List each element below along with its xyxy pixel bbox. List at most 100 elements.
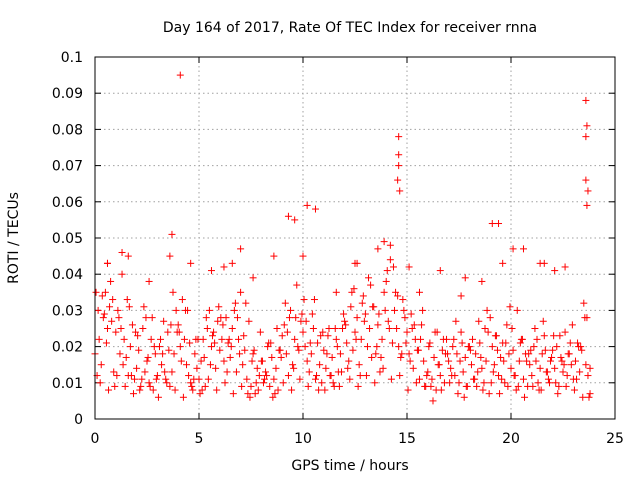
data-point bbox=[207, 343, 215, 351]
data-point bbox=[340, 310, 348, 318]
data-point bbox=[167, 321, 175, 329]
data-point bbox=[395, 343, 403, 351]
data-point bbox=[304, 382, 312, 390]
data-point bbox=[503, 321, 511, 329]
data-point bbox=[218, 335, 226, 343]
data-point bbox=[433, 328, 441, 336]
data-point bbox=[518, 335, 526, 343]
data-point bbox=[249, 350, 257, 358]
data-point bbox=[212, 364, 220, 372]
data-point bbox=[380, 288, 388, 296]
data-point bbox=[200, 353, 208, 361]
data-point bbox=[209, 332, 217, 340]
data-point bbox=[571, 357, 579, 365]
data-point bbox=[327, 372, 335, 380]
data-point bbox=[456, 357, 464, 365]
data-point bbox=[255, 372, 263, 380]
data-point bbox=[238, 382, 246, 390]
data-point bbox=[158, 361, 166, 369]
data-point bbox=[220, 357, 228, 365]
data-point bbox=[305, 368, 313, 376]
data-point bbox=[178, 296, 186, 304]
data-point bbox=[464, 343, 472, 351]
data-point bbox=[414, 346, 422, 354]
x-tick-label: 5 bbox=[195, 431, 204, 447]
data-point bbox=[380, 238, 388, 246]
y-tick-label: 0.08 bbox=[52, 122, 83, 138]
data-point bbox=[376, 368, 384, 376]
data-point bbox=[109, 296, 117, 304]
data-point bbox=[350, 285, 358, 293]
data-point bbox=[270, 252, 278, 260]
data-point bbox=[392, 288, 400, 296]
data-point bbox=[268, 353, 276, 361]
data-point bbox=[311, 205, 319, 213]
data-point bbox=[551, 364, 559, 372]
data-point bbox=[560, 361, 568, 369]
data-point bbox=[254, 386, 262, 394]
data-point bbox=[184, 306, 192, 314]
data-point bbox=[153, 372, 161, 380]
y-tick-label: 0.05 bbox=[52, 231, 83, 247]
data-point bbox=[148, 314, 156, 322]
data-point bbox=[337, 368, 345, 376]
data-point bbox=[430, 353, 438, 361]
data-point bbox=[446, 379, 454, 387]
data-point bbox=[261, 375, 269, 383]
data-point bbox=[354, 382, 362, 390]
data-point bbox=[216, 346, 224, 354]
data-point bbox=[274, 386, 282, 394]
data-point bbox=[345, 357, 353, 365]
data-point bbox=[515, 357, 523, 365]
data-point bbox=[223, 368, 231, 376]
data-point bbox=[473, 382, 481, 390]
data-point bbox=[512, 386, 520, 394]
data-point bbox=[548, 353, 556, 361]
data-point bbox=[536, 364, 544, 372]
data-point bbox=[541, 346, 549, 354]
data-point bbox=[564, 350, 572, 358]
data-point bbox=[457, 328, 465, 336]
data-point bbox=[576, 368, 584, 376]
data-point bbox=[367, 281, 375, 289]
data-point bbox=[383, 267, 391, 275]
data-point bbox=[275, 346, 283, 354]
data-point bbox=[471, 375, 479, 383]
data-point bbox=[368, 353, 376, 361]
data-point bbox=[386, 256, 394, 264]
data-point bbox=[459, 368, 467, 376]
data-point bbox=[396, 187, 404, 195]
y-tick-label: 0.03 bbox=[52, 303, 83, 319]
data-point bbox=[100, 310, 108, 318]
y-tick-label: 0.01 bbox=[52, 376, 83, 392]
data-point bbox=[211, 339, 219, 347]
data-point bbox=[277, 353, 285, 361]
data-point bbox=[362, 372, 370, 380]
data-point bbox=[331, 325, 339, 332]
x-axis-ticks: 0 5 10 15 20 25 bbox=[91, 57, 624, 447]
data-point bbox=[142, 314, 150, 322]
data-point bbox=[232, 368, 240, 376]
data-point bbox=[534, 379, 542, 387]
data-point bbox=[438, 346, 446, 354]
data-point bbox=[550, 332, 558, 340]
data-point bbox=[351, 259, 359, 267]
data-point bbox=[495, 220, 503, 228]
data-point bbox=[405, 263, 413, 271]
data-point bbox=[180, 335, 188, 343]
data-point bbox=[247, 382, 255, 390]
data-point bbox=[435, 361, 443, 369]
data-point bbox=[415, 375, 423, 383]
data-point bbox=[387, 375, 395, 383]
data-point bbox=[295, 346, 303, 354]
data-point bbox=[135, 346, 143, 354]
data-point bbox=[399, 296, 407, 304]
data-point bbox=[448, 372, 456, 380]
data-point bbox=[96, 379, 104, 387]
data-point bbox=[106, 303, 114, 311]
y-tick-label: 0.1 bbox=[61, 50, 83, 66]
data-point bbox=[248, 357, 256, 365]
x-tick-label: 25 bbox=[606, 431, 624, 447]
data-point bbox=[363, 343, 371, 351]
data-point bbox=[262, 368, 270, 376]
